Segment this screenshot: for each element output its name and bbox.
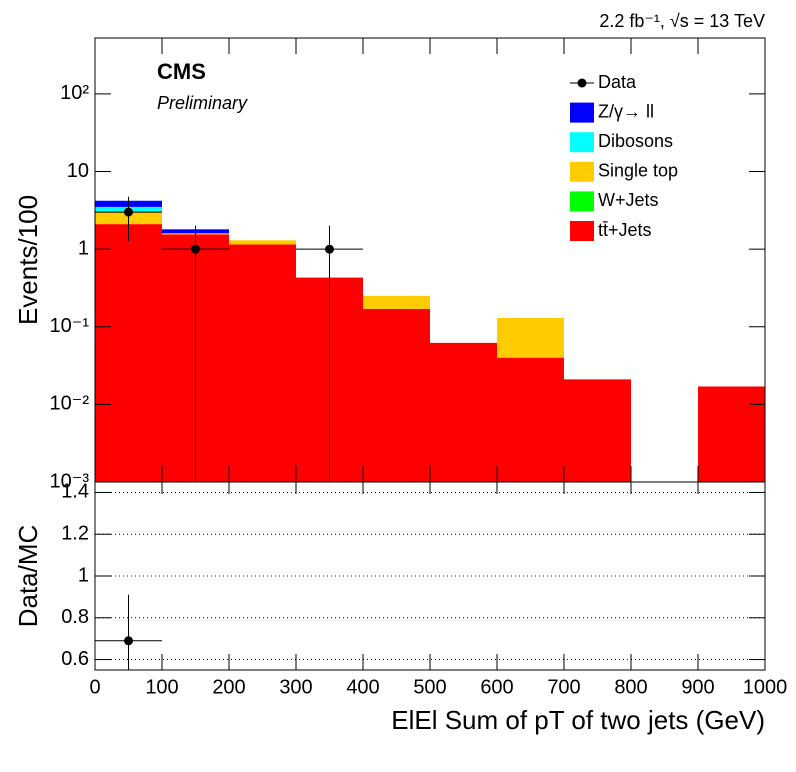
x-tick-label: 800 [614,676,647,698]
y-tick-label: 10⁻¹ [50,315,90,337]
ratio-point [124,636,133,646]
bar-segment [430,342,497,482]
ratio-y-tick-label: 1 [78,564,89,586]
bar-segment [229,240,296,245]
legend-label: Data [598,72,637,92]
status-label: Preliminary [157,93,248,113]
y-tick-label: 1 [78,237,89,259]
y-tick-label: 10⁻³ [50,470,90,492]
experiment-label: CMS [157,59,206,84]
legend-swatch [570,132,594,153]
bar-segment [497,357,564,482]
x-tick-label: 400 [346,676,379,698]
y-tick-label: 10 [67,160,89,182]
bar-segment [564,379,631,482]
y-axis-title: Events/100 [13,195,43,325]
x-axis-title: ElEl Sum of pT of two jets (GeV) [391,705,765,735]
bar-segment [363,308,430,482]
data-point [325,244,334,254]
x-tick-label: 600 [480,676,513,698]
bar-segment [95,224,162,483]
data-point [124,207,133,217]
x-tick-label: 500 [413,676,446,698]
legend-label: Z/γ→ ll [598,101,654,121]
x-tick-label: 300 [279,676,312,698]
y-tick-label: 10² [60,82,89,104]
legend-swatch [570,221,594,241]
bar-segment [363,295,430,309]
ratio-axis-title: Data/MC [13,525,43,628]
data-point [191,244,200,254]
y-tick-label: 10⁻² [50,393,90,415]
legend-swatch [570,102,594,123]
x-tick-label: 700 [547,676,580,698]
x-tick-label: 0 [89,676,100,698]
x-tick-label: 900 [681,676,714,698]
legend-swatch [570,161,594,182]
ratio-y-tick-label: 1.2 [61,523,89,545]
legend-marker [577,78,587,88]
bar-segment [698,386,765,482]
lumi-label: 2.2 fb⁻¹, √s = 13 TeV [599,11,765,31]
bar-segment [497,317,564,358]
bar-segment [229,244,296,482]
ratio-y-tick-label: 1.4 [61,481,89,503]
ratio-y-tick-label: 0.8 [61,606,89,628]
x-tick-label: 100 [145,676,178,698]
legend-label: W+Jets [598,190,659,210]
legend-swatch [570,191,594,212]
x-tick-label: 1000 [743,676,788,698]
ratio-y-tick-label: 0.6 [61,648,89,670]
x-tick-label: 200 [212,676,245,698]
legend-label: Dibosons [598,131,673,151]
legend-label: tt̄+Jets [598,220,652,240]
legend-label: Single top [598,161,678,181]
